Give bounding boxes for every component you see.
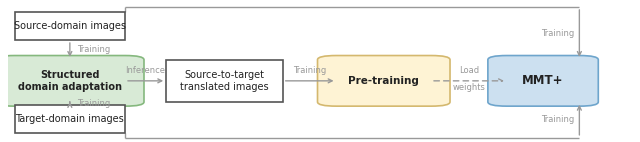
Text: Structured
domain adaptation: Structured domain adaptation — [18, 70, 122, 92]
FancyBboxPatch shape — [15, 12, 125, 40]
Text: weights: weights — [452, 83, 485, 92]
Text: Pre-training: Pre-training — [348, 76, 419, 86]
Text: Training: Training — [77, 99, 111, 108]
Text: Training: Training — [541, 29, 574, 38]
Text: Target-domain images: Target-domain images — [15, 114, 124, 124]
Text: Training: Training — [541, 115, 574, 124]
Text: Inference: Inference — [125, 66, 166, 75]
FancyBboxPatch shape — [0, 56, 144, 106]
Text: Source-to-target
translated images: Source-to-target translated images — [180, 70, 269, 92]
FancyBboxPatch shape — [15, 105, 125, 133]
FancyBboxPatch shape — [488, 56, 598, 106]
FancyBboxPatch shape — [317, 56, 450, 106]
Text: Training: Training — [293, 66, 326, 75]
Text: Source-domain images: Source-domain images — [14, 21, 126, 31]
Text: Training: Training — [77, 45, 111, 54]
Text: MMT+: MMT+ — [522, 74, 564, 87]
FancyBboxPatch shape — [166, 60, 283, 102]
Text: Load: Load — [459, 66, 479, 75]
